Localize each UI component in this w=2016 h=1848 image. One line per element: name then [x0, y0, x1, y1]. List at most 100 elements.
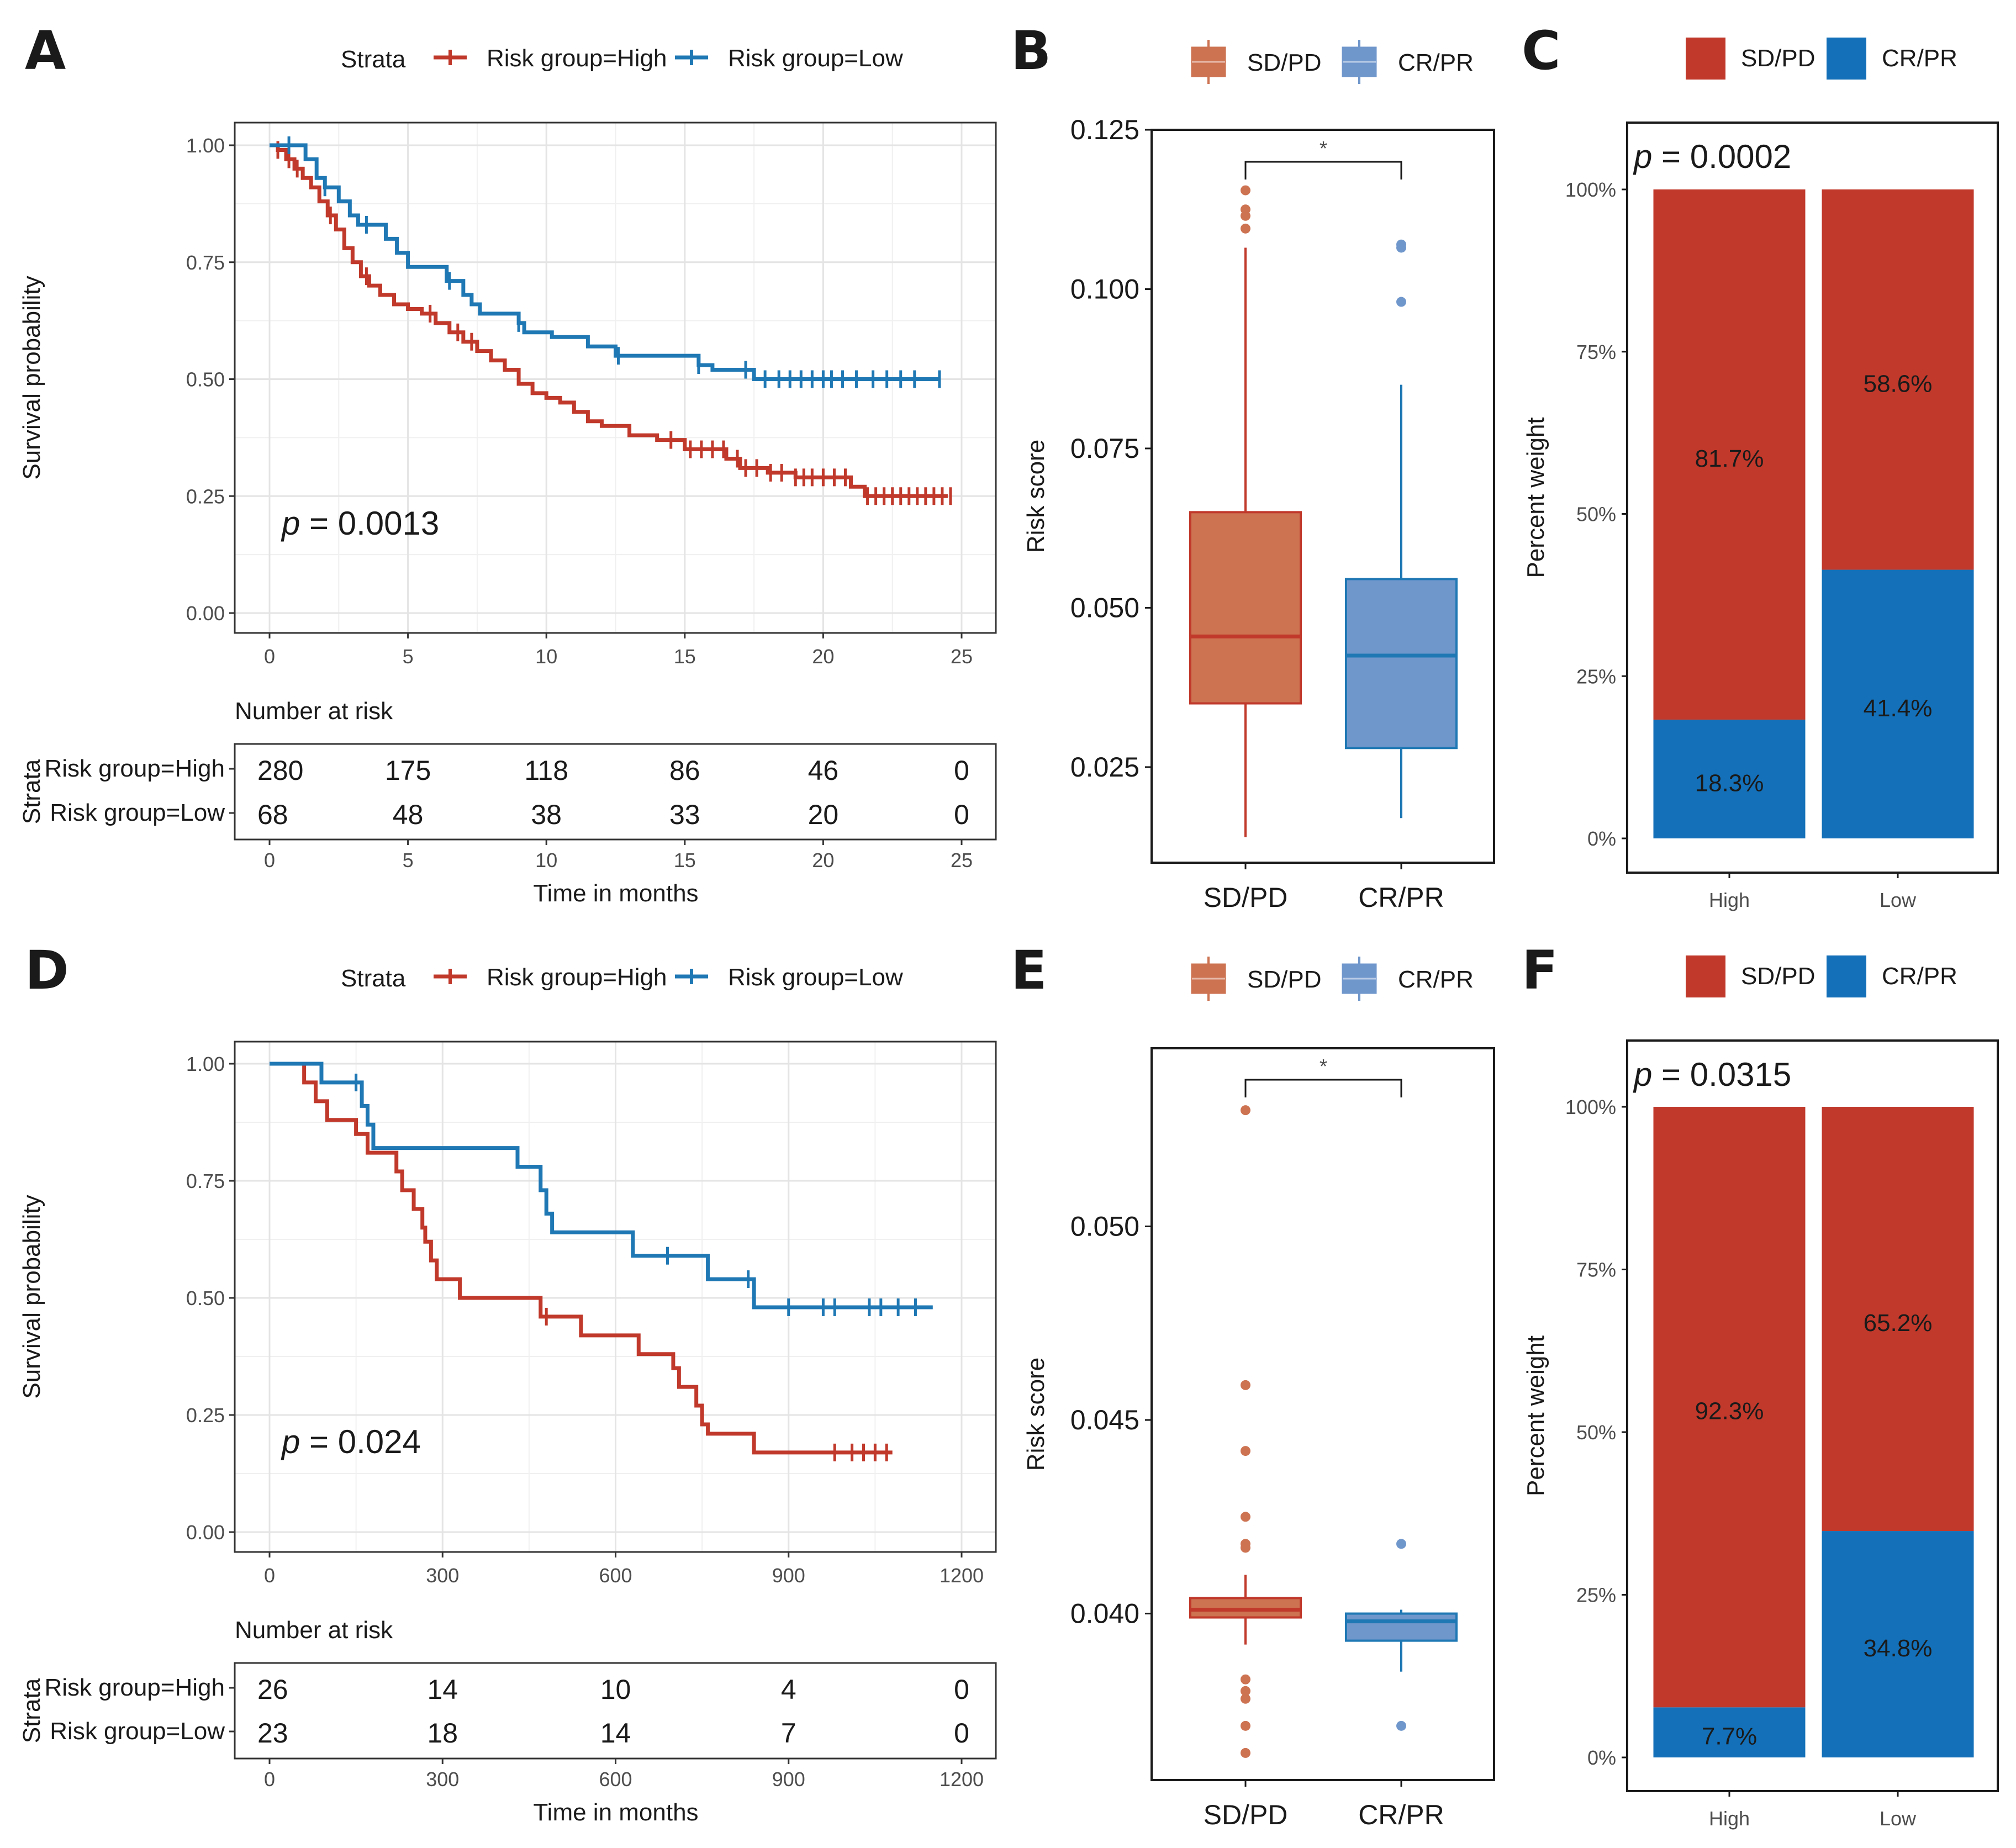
- legend-label: Risk group=Low: [728, 45, 903, 72]
- risk-row-label: Risk group=Low: [50, 799, 225, 826]
- box-iqr: [1189, 1597, 1302, 1619]
- y-tick-label: 50%: [1576, 1421, 1616, 1444]
- risk-x-tick-label: 900: [772, 1768, 805, 1791]
- x-tick-label: 0: [264, 1564, 275, 1587]
- risk-count: 0: [954, 1674, 969, 1705]
- legend-label: SD/PD: [1247, 966, 1321, 993]
- pvalue-symbol: p: [1633, 138, 1652, 175]
- outlier-point: [1241, 1674, 1250, 1685]
- y-tick-label: 0%: [1587, 1746, 1616, 1769]
- outlier-point: [1241, 1446, 1250, 1456]
- pvalue-value: = 0.0013: [300, 505, 439, 542]
- pvalue-symbol: p: [281, 505, 300, 542]
- risk-count: 118: [524, 755, 568, 786]
- risk-count: 86: [669, 755, 700, 786]
- outlier-point: [1241, 223, 1250, 234]
- y-axis-label: Risk score: [1022, 440, 1049, 553]
- risk-count: 33: [669, 799, 700, 830]
- pvalue-value: = 0.0315: [1652, 1056, 1791, 1093]
- risk-row-label: Risk group=High: [45, 1674, 225, 1701]
- legend-title: Strata: [341, 965, 406, 992]
- x-tick-label: 5: [403, 645, 414, 668]
- risk-count: 48: [393, 799, 424, 830]
- risk-table-title: Number at risk: [235, 698, 393, 725]
- outlier-point: [1241, 1539, 1250, 1549]
- x-tick-label: 300: [426, 1564, 459, 1587]
- y-tick-label: 0.75: [186, 1170, 225, 1192]
- x-tick-label: CR/PR: [1358, 1799, 1444, 1830]
- y-tick-label: 0.100: [1070, 273, 1139, 304]
- x-tick-label: 25: [951, 645, 973, 668]
- x-tick-label: SD/PD: [1204, 1799, 1288, 1830]
- significance-star: *: [1320, 1055, 1327, 1078]
- risk-count: 14: [600, 1718, 631, 1749]
- outlier-point: [1241, 1105, 1250, 1116]
- x-tick-label: 10: [535, 645, 557, 668]
- y-axis-label: Percent weight: [1522, 417, 1549, 578]
- km-panel-d: Strata Risk group=High Risk group=Low 0.00 0…: [18, 964, 997, 1826]
- bar-value-label: 81.7%: [1695, 445, 1764, 472]
- legend-label: Risk group=Low: [728, 964, 903, 991]
- km-panel-a: Strata Risk group=High Risk group=Low0.000…: [18, 45, 997, 907]
- bar-value-label: 58.6%: [1864, 370, 1933, 397]
- y-tick-label: 0.00: [186, 1521, 225, 1544]
- risk-count: 14: [427, 1674, 458, 1705]
- legend-label: Risk group=High: [487, 45, 667, 72]
- risk-table-frame: [234, 1662, 997, 1760]
- risk-count: 20: [808, 799, 839, 830]
- plot-frame: [1151, 129, 1495, 864]
- box-panel-b: SD/PD CR/PR 0.025 0.050 0.075 0.100 0.125 Risk …: [1022, 40, 1495, 913]
- pvalue-value: = 0.0002: [1652, 138, 1791, 175]
- bar-segment-crpr: [1653, 1707, 1806, 1757]
- y-tick-label: 0.040: [1070, 1598, 1139, 1629]
- y-axis-label: Percent weight: [1522, 1335, 1549, 1496]
- risk-count: 175: [385, 755, 431, 786]
- risk-row-label: Risk group=High: [45, 755, 225, 782]
- legend-label: CR/PR: [1398, 49, 1474, 76]
- risk-count: 280: [257, 755, 303, 786]
- bar-value-label: 92.3%: [1695, 1398, 1764, 1425]
- legend-label: Risk group=High: [487, 964, 667, 991]
- pvalue-symbol: p: [1633, 1056, 1652, 1093]
- pvalue-symbol: p: [281, 1423, 300, 1460]
- bar-segment-sdpd: [1653, 189, 1806, 720]
- panel-label-f: F: [1522, 939, 1558, 1001]
- x-tick-label: 600: [599, 1564, 632, 1587]
- y-axis-label: Risk score: [1022, 1358, 1049, 1471]
- significance-bracket: [1244, 161, 1402, 179]
- bar-panel-f: SD/PD CR/PR 0% 25% 50% 75% 100% Percent weight 7…: [1522, 955, 1999, 1830]
- panel-label-b: B: [1011, 20, 1051, 82]
- risk-count: 68: [257, 799, 288, 830]
- x-tick-label: CR/PR: [1358, 882, 1444, 913]
- risk-count: 0: [954, 799, 969, 830]
- risk-count: 0: [954, 755, 969, 786]
- risk-x-tick-label: 15: [674, 849, 696, 872]
- x-tick-label: 1200: [940, 1564, 984, 1587]
- risk-y-axis-label: Strata: [18, 759, 45, 824]
- risk-x-tick-label: 300: [426, 1768, 459, 1791]
- bar-value-label: 65.2%: [1864, 1310, 1933, 1337]
- risk-count: 7: [781, 1718, 796, 1749]
- outlier-point: [1241, 1512, 1250, 1522]
- y-tick-label: 0.50: [186, 368, 225, 391]
- y-tick-label: 25%: [1576, 1584, 1616, 1607]
- y-tick-label: 1.00: [186, 1053, 225, 1075]
- survival-curve: [270, 143, 940, 381]
- legend-label: CR/PR: [1398, 966, 1474, 993]
- bar-segment-sdpd: [1822, 1107, 1974, 1532]
- outlier-point: [1396, 1539, 1406, 1549]
- p-value-label: p = 0.0315: [1633, 1056, 1791, 1093]
- y-tick-label: 0.25: [186, 1404, 225, 1427]
- plot-frame: [1151, 1047, 1495, 1781]
- y-tick-label: 0.050: [1070, 592, 1139, 623]
- significance-bracket: [1244, 1079, 1402, 1097]
- risk-x-tick-label: 5: [403, 849, 414, 872]
- x-tick-label: Low: [1880, 889, 1917, 911]
- risk-count: 0: [954, 1718, 969, 1749]
- y-tick-label: 0.75: [186, 251, 225, 274]
- y-tick-label: 100%: [1565, 178, 1616, 201]
- x-tick-label: 900: [772, 1564, 805, 1587]
- risk-x-tick-label: 25: [951, 849, 973, 872]
- outlier-point: [1241, 1693, 1250, 1704]
